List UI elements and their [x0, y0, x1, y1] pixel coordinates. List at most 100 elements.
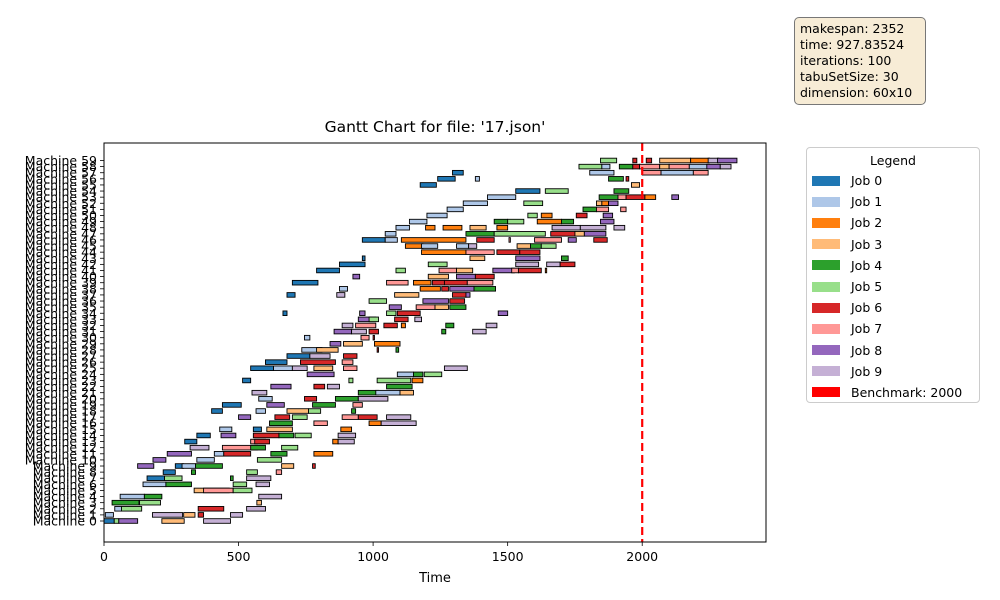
task-bar	[613, 188, 630, 194]
task-bar	[544, 188, 569, 194]
machine-label: Machine 31	[25, 324, 97, 339]
task-bar	[269, 420, 293, 426]
task-bar	[274, 414, 291, 420]
legend-swatch	[812, 239, 840, 250]
machine-label: Machine 11	[25, 446, 97, 461]
task-bar	[511, 267, 519, 274]
task-bar	[372, 334, 375, 341]
machine-label: Machine 33	[25, 312, 97, 327]
legend-item: Job 5	[807, 276, 979, 297]
machine-label: Machine 48	[25, 220, 97, 235]
task-bar	[258, 396, 273, 402]
machine-label: Machine 1	[33, 507, 97, 522]
task-bar	[351, 328, 367, 335]
task-bar	[118, 518, 139, 524]
task-bar	[660, 169, 694, 176]
machine-label: Machine 44	[25, 245, 97, 260]
task-bar	[151, 512, 184, 518]
legend-label: Job 9	[851, 363, 883, 379]
task-bar	[394, 316, 409, 323]
machine-label: Machine 13	[25, 434, 97, 449]
task-bar	[706, 163, 721, 170]
task-bar	[196, 457, 215, 463]
task-bar	[114, 506, 122, 512]
task-bar	[456, 273, 476, 280]
machine-label: Machine 2	[33, 501, 97, 516]
task-bar	[333, 328, 353, 335]
machine-label: Machine 46	[25, 232, 97, 247]
task-bar	[197, 506, 225, 512]
task-bar	[219, 426, 233, 433]
task-bar	[250, 365, 274, 372]
task-bar	[561, 218, 575, 225]
task-bar	[309, 353, 331, 359]
task-bar	[337, 438, 355, 445]
task-bar	[316, 267, 340, 274]
task-bar	[395, 267, 406, 274]
task-bar	[355, 322, 377, 329]
task-bar	[386, 310, 397, 317]
task-bar	[423, 371, 443, 378]
task-bar	[252, 426, 262, 433]
task-bar	[181, 463, 196, 469]
task-bar	[469, 224, 487, 231]
task-bar	[340, 426, 353, 433]
machine-label: Machine 18	[25, 404, 97, 419]
x-tick-label: 2000	[626, 549, 658, 564]
machine-label: Machine 36	[25, 294, 97, 309]
task-bar	[474, 273, 495, 280]
task-bar	[275, 469, 283, 475]
task-bar	[383, 322, 398, 329]
task-bar	[600, 218, 615, 225]
task-bar	[690, 157, 710, 164]
task-bar	[446, 206, 464, 213]
task-bar	[329, 341, 342, 347]
task-bar	[256, 499, 262, 506]
legend-title: Legend	[870, 153, 916, 168]
machine-label: Machine 55	[25, 177, 97, 192]
task-bar	[589, 169, 615, 176]
task-bar	[384, 231, 397, 237]
task-bar	[139, 499, 161, 506]
x-tick-label: 0	[100, 549, 108, 564]
time-text: time: 927.83524	[800, 37, 905, 52]
task-bar	[456, 243, 470, 249]
legend-item: Job 0	[807, 170, 979, 191]
legend-item: Job 1	[807, 191, 979, 212]
task-bar	[449, 286, 475, 292]
task-bar	[404, 243, 424, 249]
task-bar	[434, 304, 449, 310]
task-bar	[719, 163, 732, 170]
machine-label: Machine 29	[25, 336, 97, 351]
legend-items: Job 0 Job 1 Job 2 Job 3 Job 4 Job 5 Job 6 Job 7…	[807, 170, 979, 403]
task-bar	[246, 506, 266, 512]
machine-label: Machine 16	[25, 416, 97, 431]
task-bar	[361, 237, 386, 243]
legend-item: Job 4	[807, 255, 979, 276]
task-bar	[399, 389, 414, 396]
task-bar	[515, 261, 540, 268]
task-bar	[400, 322, 406, 329]
machine-label: Machine 47	[25, 226, 97, 241]
task-bar	[625, 176, 630, 182]
task-bar	[368, 316, 379, 323]
task-bar	[544, 267, 548, 274]
task-bar	[445, 322, 455, 329]
task-bar	[332, 438, 339, 445]
task-bar	[348, 377, 354, 384]
task-bar	[449, 298, 466, 304]
task-bar	[143, 493, 163, 500]
legend-label: Job 6	[851, 300, 883, 316]
task-bar	[659, 157, 692, 164]
legend-swatch	[812, 260, 840, 271]
task-bar	[508, 237, 511, 243]
task-bar	[195, 463, 223, 469]
task-bar	[516, 243, 531, 249]
task-bar	[255, 481, 270, 488]
legend-swatch	[812, 302, 840, 313]
task-bar	[546, 261, 561, 268]
task-bar	[357, 414, 378, 420]
legend-label: Job 8	[851, 342, 883, 358]
task-bar	[617, 194, 627, 200]
task-bar	[270, 451, 288, 457]
